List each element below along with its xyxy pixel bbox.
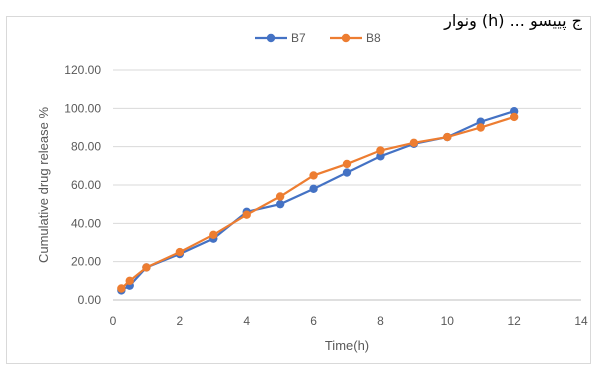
x-tick-label: 14 — [574, 314, 588, 328]
x-tick-label: 10 — [441, 314, 455, 328]
x-tick-label: 4 — [243, 314, 250, 328]
data-point-b7 — [342, 168, 352, 177]
series-line-b8 — [120, 115, 515, 290]
x-tick-labels: 0 2 4 6 8 10 12 14 — [110, 314, 588, 328]
data-point-b8 — [309, 171, 318, 180]
legend-marker-b8 — [341, 33, 351, 43]
x-tick-label: 2 — [177, 314, 184, 328]
legend-marker-b7 — [266, 33, 276, 43]
y-tick-labels: 0.00 20.00 40.00 60.00 80.00 100.00 120.00 — [64, 63, 101, 307]
y-tick-label: 60.00 — [71, 178, 101, 192]
data-point-b8 — [117, 284, 126, 293]
y-tick-label: 20.00 — [71, 255, 101, 269]
data-point-b7 — [476, 117, 485, 126]
data-point-b7 — [275, 199, 285, 209]
series-b8 — [117, 112, 519, 293]
y-axis-title: Cumulative drug release % — [36, 107, 51, 264]
legend-label-b8: B8 — [366, 31, 381, 45]
data-point-b8 — [275, 192, 285, 201]
chart-frame: ونوار (h) ... ج پییسو — [6, 11, 591, 364]
data-point-b8 — [242, 210, 251, 219]
x-axis-title: Time(h) — [325, 338, 369, 353]
data-point-b8 — [509, 112, 519, 122]
series-line-b7 — [120, 110, 515, 292]
y-tick-label: 0.00 — [78, 293, 102, 307]
data-point-b8 — [125, 276, 134, 286]
data-point-b8 — [476, 123, 485, 132]
legend-label-b7: B7 — [291, 31, 306, 45]
data-point-b8 — [142, 263, 151, 272]
legend-item-b7: B7 — [255, 31, 306, 45]
data-point-b8 — [443, 132, 452, 142]
x-tick-label: 12 — [507, 314, 521, 328]
data-point-b7 — [309, 184, 318, 194]
y-tick-label: 100.00 — [64, 101, 101, 115]
data-point-b7 — [509, 107, 519, 116]
y-tick-label: 120.00 — [64, 63, 101, 77]
data-point-b7 — [376, 152, 385, 161]
series-b7 — [117, 107, 519, 295]
data-point-b8 — [409, 138, 419, 148]
data-point-b8 — [175, 247, 185, 257]
x-tick-label: 8 — [377, 314, 384, 328]
data-point-b8 — [209, 230, 218, 240]
data-point-b8 — [342, 159, 352, 169]
header-text: ونوار (h) ... ج پییسو — [444, 11, 582, 30]
legend: B7 B8 — [255, 31, 381, 45]
data-point-b8 — [376, 146, 385, 155]
x-tick-label: 0 — [110, 314, 117, 328]
legend-item-b8: B8 — [330, 31, 381, 45]
x-tick-label: 6 — [310, 314, 317, 328]
grid-lines — [113, 69, 581, 301]
y-tick-label: 80.00 — [71, 140, 101, 154]
y-tick-label: 40.00 — [71, 216, 101, 230]
series-layer — [117, 107, 519, 295]
